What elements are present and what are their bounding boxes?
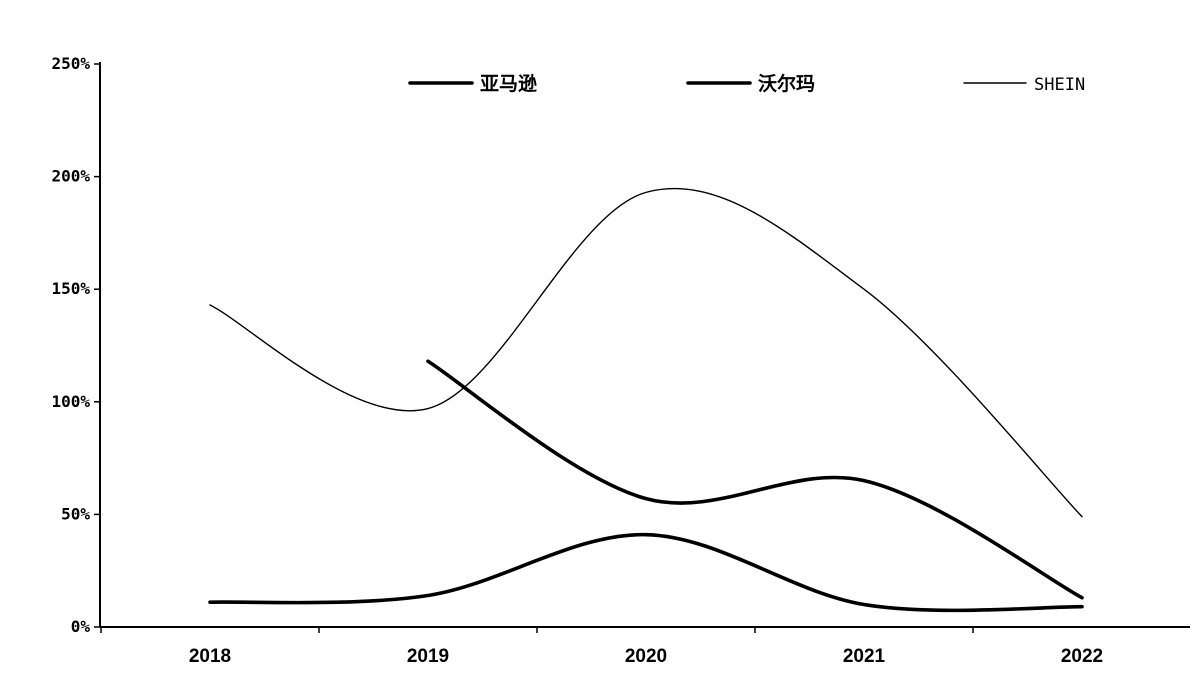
series-line-shein — [209, 187, 1083, 518]
series-line-walmart — [426, 359, 1084, 600]
y-tick-label: 200% — [51, 167, 90, 186]
y-tick-label: 50% — [61, 504, 90, 523]
x-tick-label: 2019 — [407, 646, 449, 667]
chart-axes — [99, 62, 1190, 628]
series-lines — [208, 187, 1084, 613]
y-tick-label: 100% — [51, 392, 90, 411]
legend-label-amazon: 亚马逊 — [480, 73, 537, 95]
x-tick-label: 2021 — [843, 646, 886, 667]
y-tick-label: 250% — [51, 54, 90, 73]
x-tick-label: 2020 — [625, 646, 667, 667]
legend: 亚马逊 沃尔玛 SHEIN — [408, 72, 1085, 95]
series-line-amazon — [208, 532, 1084, 613]
y-tick-label: 150% — [51, 279, 90, 298]
x-axis-ticks: 2018 2019 2020 2021 2022 — [100, 627, 1103, 667]
y-tick-label: 0% — [71, 617, 91, 636]
x-tick-label: 2018 — [189, 646, 231, 667]
legend-label-walmart: 沃尔玛 — [758, 72, 815, 95]
legend-label-shein: SHEIN — [1034, 75, 1085, 95]
x-tick-label: 2022 — [1061, 646, 1103, 667]
y-axis-ticks: 0% 50% 100% 150% 200% 250% — [51, 54, 100, 636]
